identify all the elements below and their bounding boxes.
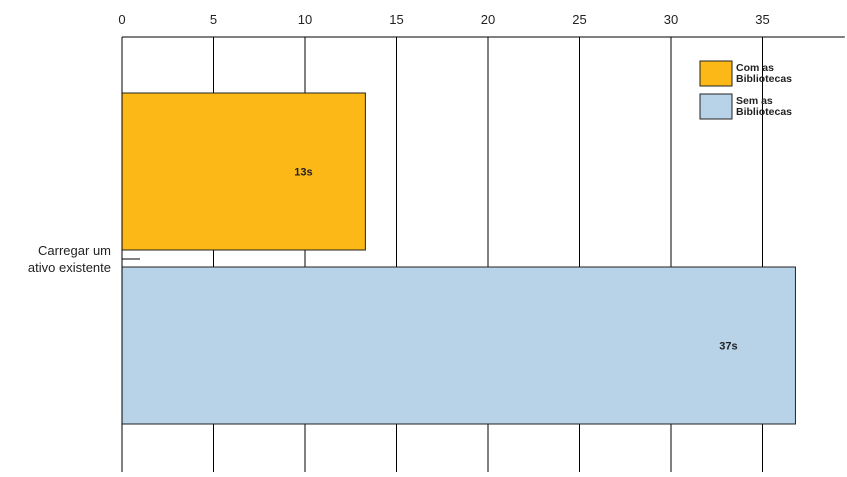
- category-label-line: Carregar um: [38, 243, 111, 258]
- x-tick-label: 35: [755, 12, 769, 27]
- x-tick-label: 25: [572, 12, 586, 27]
- legend-label: Sem as Bibliotecas: [736, 95, 792, 118]
- category-label: Carregar um ativo existente: [28, 243, 111, 275]
- x-tick-label: 5: [210, 12, 217, 27]
- legend-label-line: Bibliotecas: [736, 73, 792, 85]
- legend-swatch: [699, 93, 733, 120]
- bar-com-as-bibliotecas: [121, 92, 366, 251]
- legend-swatch: [699, 60, 733, 87]
- x-tick-label: 30: [664, 12, 678, 27]
- legend-label: Com as Bibliotecas: [736, 62, 792, 85]
- data-label: 13s: [294, 167, 312, 179]
- bar-sem-as-bibliotecas: [121, 266, 796, 425]
- x-tick-label: 0: [118, 12, 125, 27]
- category-label-line: ativo existente: [28, 260, 111, 275]
- legend-label-line: Com as: [736, 62, 774, 74]
- x-tick-label: 10: [298, 12, 312, 27]
- legend-label-line: Bibliotecas: [736, 106, 792, 118]
- data-label: 37s: [719, 341, 737, 353]
- x-tick-label: 20: [481, 12, 495, 27]
- legend-label-line: Sem as: [736, 95, 773, 107]
- x-tick-label: 15: [389, 12, 403, 27]
